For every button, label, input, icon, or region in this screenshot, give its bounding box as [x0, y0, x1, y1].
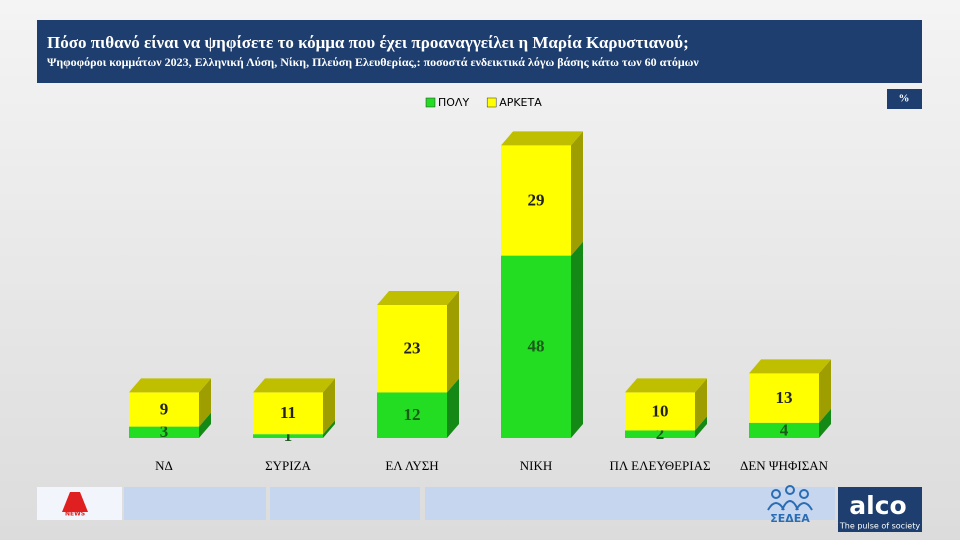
bar-side [199, 378, 211, 427]
bar [625, 392, 695, 431]
unit-badge [887, 89, 922, 109]
bar-side [199, 412, 211, 438]
legend-label: ΠΟΛΥ [438, 96, 469, 109]
bar [253, 434, 323, 438]
brand-tagline: The pulse of society [839, 522, 920, 531]
bar [625, 430, 695, 438]
bar [253, 392, 323, 435]
bar [749, 422, 819, 438]
bar [129, 426, 199, 438]
bar-side [323, 420, 335, 438]
x-tick-label: ΝΙΚΗ [520, 458, 553, 473]
bar [749, 373, 819, 423]
value-label: 3 [160, 422, 169, 441]
bar-top [129, 378, 211, 393]
bar-side [323, 378, 335, 435]
bar [377, 305, 447, 393]
x-tick-label: ΝΔ [155, 458, 173, 473]
bar-side [447, 378, 459, 438]
value-label: 29 [528, 190, 545, 209]
chart-subtitle: Ψηφοφόροι κομμάτων 2023, Ελληνική Λύση, … [47, 55, 699, 69]
bar-side [571, 131, 583, 256]
x-tick-label: ΕΛ ΛΥΣΗ [385, 458, 438, 473]
brand-box [838, 487, 922, 532]
value-label: 1 [284, 426, 293, 445]
bar-side [447, 291, 459, 393]
legend-swatch [425, 97, 436, 108]
footer-box [124, 487, 266, 520]
footer-box [425, 487, 835, 520]
x-tick-label: ΠΛ ΕΛΕΥΘΕΡΙΑΣ [609, 458, 710, 473]
value-label: 9 [160, 399, 169, 418]
channel-text: NEWS [65, 511, 85, 518]
bar-side [819, 408, 831, 438]
bar [377, 392, 447, 438]
header-bar [37, 20, 922, 83]
bar-side [695, 378, 707, 431]
bar-top [749, 359, 831, 374]
channel-logo [62, 492, 88, 512]
chart-title: Πόσο πιθανό είναι να ψηφίσετε το κόμμα π… [47, 33, 689, 52]
pollster-text: ΣΕΔΕΑ [770, 512, 810, 525]
value-label: 2 [656, 424, 665, 443]
x-tick-label: ΣΥΡΙΖΑ [265, 458, 311, 473]
bar-side [695, 416, 707, 438]
value-label: 11 [280, 403, 296, 422]
legend-swatch [486, 97, 497, 108]
pollster-logo [767, 485, 813, 511]
bar-top [253, 378, 335, 393]
value-label: 13 [776, 388, 793, 407]
footer-box [270, 487, 420, 520]
bar [129, 392, 199, 427]
legend-label: ΑΡΚΕΤΑ [499, 96, 542, 109]
brand-text: alco [849, 491, 906, 520]
bar-top [501, 131, 583, 146]
value-label: 10 [652, 401, 669, 420]
unit-label: % [899, 93, 910, 105]
bar [501, 255, 571, 438]
value-label: 48 [528, 337, 545, 356]
x-tick-label: ΔΕΝ ΨΗΦΙΣΑΝ [740, 458, 829, 473]
bar-top [625, 378, 707, 393]
bar-top [377, 291, 459, 305]
value-label: 4 [780, 420, 789, 439]
bar-side [571, 241, 583, 438]
value-label: 23 [404, 339, 421, 358]
bar-side [819, 359, 831, 423]
value-label: 12 [404, 405, 421, 424]
bar [501, 145, 571, 256]
